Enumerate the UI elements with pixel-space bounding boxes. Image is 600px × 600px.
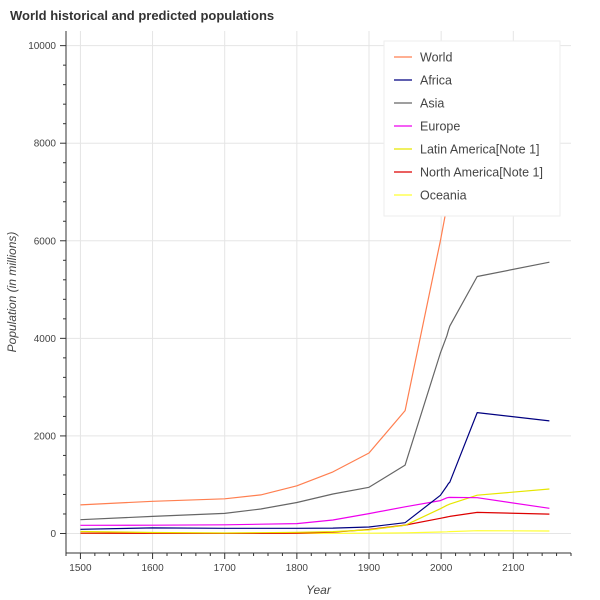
legend-item-north-america[interactable]: North America[Note 1]	[394, 166, 543, 180]
y-axis-title: Population (in millions)	[5, 232, 19, 353]
legend-item-africa[interactable]: Africa	[394, 74, 452, 88]
x-tick-label: 1900	[358, 563, 381, 574]
series-line-asia	[80, 261, 550, 521]
series-line-latin-america	[80, 488, 550, 534]
y-tick-label: 8000	[34, 139, 57, 150]
y-tick-label: 2000	[34, 431, 57, 442]
y-tick-label: 10000	[28, 41, 56, 52]
legend-label: Europe	[420, 120, 460, 134]
x-tick-label: 2100	[502, 563, 525, 574]
x-tick-label: 1700	[214, 563, 237, 574]
legend-label: North America[Note 1]	[420, 166, 543, 180]
legend-label: World	[420, 51, 452, 65]
series-lines	[80, 57, 550, 535]
x-tick-label: 2000	[430, 563, 453, 574]
x-tick-label: 1500	[69, 563, 92, 574]
legend-label: Oceania	[420, 189, 467, 203]
chart-title: World historical and predicted populatio…	[10, 8, 275, 23]
y-tick-label: 4000	[34, 334, 57, 345]
legend-label: Africa	[420, 74, 452, 88]
series-line-europe	[80, 496, 550, 526]
x-axis-title: Year	[306, 583, 332, 597]
axes: 1500 1600 1700 1800 1900 2000 2100 0 2000 4000 600…	[5, 31, 572, 597]
legend-item-latin-america[interactable]: Latin America[Note 1]	[394, 143, 540, 157]
legend-label: Latin America[Note 1]	[420, 143, 540, 157]
series-line-africa	[80, 412, 550, 530]
y-tick-label: 6000	[34, 236, 57, 247]
y-tick-label: 0	[50, 529, 56, 540]
legend-item-world[interactable]: World	[394, 51, 452, 65]
legend-label: Asia	[420, 97, 444, 111]
legend-box	[383, 40, 561, 217]
legend-item-asia[interactable]: Asia	[394, 97, 444, 111]
legend-item-oceania[interactable]: Oceania	[394, 189, 467, 203]
x-tick-label: 1600	[141, 563, 164, 574]
legend: World Africa Asia Europe Latin America[Note …	[383, 40, 561, 217]
legend-item-europe[interactable]: Europe	[394, 120, 460, 134]
x-tick-label: 1800	[286, 563, 309, 574]
